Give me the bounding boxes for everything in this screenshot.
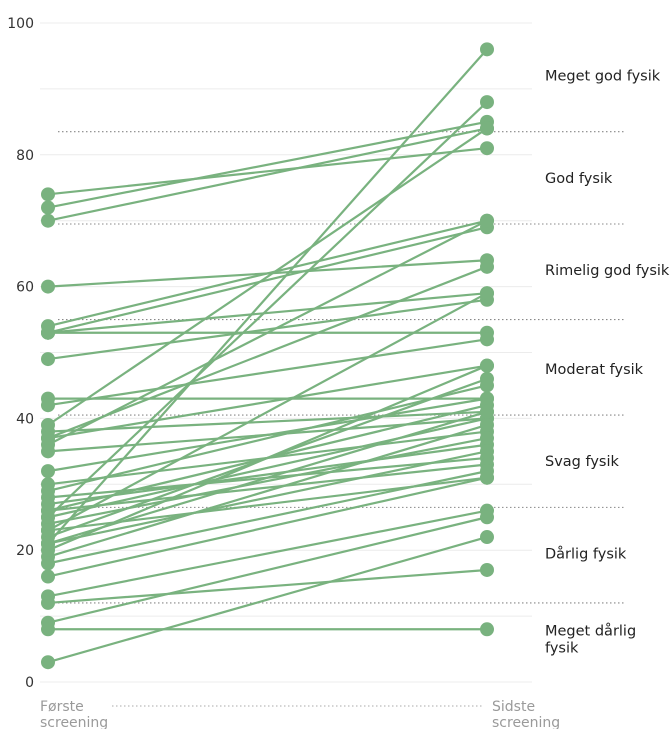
slope-line: [46, 265, 489, 440]
first-screening-point: [41, 398, 55, 413]
slope-line: [46, 120, 489, 209]
last-screening-point: [480, 213, 494, 228]
band-label-line: fysik: [545, 641, 579, 657]
slope-line: [46, 450, 489, 545]
first-screening-point: [41, 464, 55, 479]
x-axis-label-line: Sidste: [492, 699, 535, 715]
slope-line: [46, 219, 489, 446]
band-label-line: Rimelig god fysik: [545, 263, 670, 279]
slope-line: [46, 48, 489, 545]
y-tick-label: 100: [7, 16, 34, 32]
last-screening-point: [480, 371, 494, 386]
slope-line: [46, 100, 489, 519]
y-tick-label: 60: [16, 280, 34, 296]
first-screening-point: [41, 325, 55, 340]
band-label: Rimelig god fysik: [545, 263, 670, 279]
last-screening-point: [480, 286, 494, 301]
y-tick-label: 0: [25, 675, 34, 691]
slope-line: [46, 298, 489, 361]
band-label-line: Meget god fysik: [545, 69, 661, 85]
data-points: [41, 42, 494, 670]
y-tick-label: 40: [16, 411, 34, 427]
slope-line: [46, 364, 489, 552]
last-screening-point: [480, 95, 494, 110]
slope-line: [46, 147, 489, 196]
x-axis-label-line: Første: [40, 699, 84, 715]
last-screening-point: [480, 358, 494, 373]
last-screening-point: [480, 510, 494, 525]
slope-line: [46, 397, 489, 473]
y-tick-labels: 0 20 40 60 80 100: [7, 16, 34, 691]
band-label-line: Dårlig fysik: [545, 545, 627, 562]
first-screening-point: [41, 655, 55, 670]
last-screening-point: [480, 470, 494, 485]
band-label: Moderat fysik: [545, 362, 644, 378]
last-screening-point: [480, 141, 494, 156]
grid-layer: [40, 22, 532, 683]
last-screening-point: [480, 332, 494, 347]
last-screening-point: [480, 530, 494, 545]
first-screening-point: [41, 556, 55, 571]
first-screening-point: [41, 279, 55, 294]
slope-line: [46, 292, 489, 532]
band-label: Dårlig fysik: [545, 545, 627, 562]
slope-line: [46, 568, 489, 605]
last-screening-point: [480, 622, 494, 637]
last-screening-point: [480, 417, 494, 432]
band-label: God fysik: [545, 171, 613, 187]
last-screening-point: [480, 42, 494, 57]
last-screening-point: [480, 444, 494, 459]
last-screening-point: [480, 431, 494, 446]
threshold-layer: [58, 131, 624, 604]
slope-line: [46, 470, 489, 565]
last-screening-point: [480, 121, 494, 136]
band-label-line: Meget dårlig: [545, 623, 636, 640]
band-label-line: God fysik: [545, 171, 613, 187]
series-lines: [46, 48, 489, 664]
last-screening-point: [480, 259, 494, 274]
slope-line: [46, 509, 489, 598]
slope-line: [46, 410, 489, 433]
slope-line: [46, 384, 489, 492]
band-label-line: Svag fysik: [545, 454, 619, 470]
first-screening-point: [41, 536, 55, 551]
slope-line: [46, 535, 489, 664]
slope-line: [46, 463, 489, 512]
x-axis-label-line: screening: [492, 715, 560, 729]
slope-line: [46, 219, 489, 328]
first-screening-point: [41, 213, 55, 228]
x-axis-label: Første screening: [40, 699, 108, 729]
slope-line: [46, 127, 489, 427]
first-screening-point: [41, 595, 55, 610]
first-screening-point: [41, 200, 55, 215]
y-tick-label: 80: [16, 148, 34, 164]
first-screening-point: [41, 352, 55, 367]
last-screening-point: [480, 562, 494, 577]
slope-line: [46, 127, 489, 222]
band-labels: Meget god fysik God fysik Rimelig god fysi…: [545, 69, 670, 657]
slope-line: [46, 226, 489, 334]
slope-line: [46, 516, 489, 624]
slope-line: [46, 476, 489, 578]
slope-line: [46, 437, 489, 525]
band-label: Meget dårlig fysik: [545, 623, 636, 657]
last-screening-point: [480, 404, 494, 419]
y-tick-label: 20: [16, 543, 34, 559]
band-label: Svag fysik: [545, 454, 619, 470]
first-screening-point: [41, 622, 55, 637]
slope-line: [46, 364, 489, 440]
slope-line: [46, 423, 489, 558]
x-axis-label-line: screening: [40, 715, 108, 729]
slope-line: [46, 338, 489, 407]
slope-line: [46, 292, 489, 334]
band-label: Meget god fysik: [545, 69, 661, 85]
first-screening-point: [41, 187, 55, 202]
band-label-line: Moderat fysik: [545, 362, 644, 378]
slope-line: [46, 410, 489, 545]
first-screening-point: [41, 444, 55, 459]
x-axis-label: Sidste screening: [492, 699, 560, 729]
first-screening-point: [41, 569, 55, 584]
